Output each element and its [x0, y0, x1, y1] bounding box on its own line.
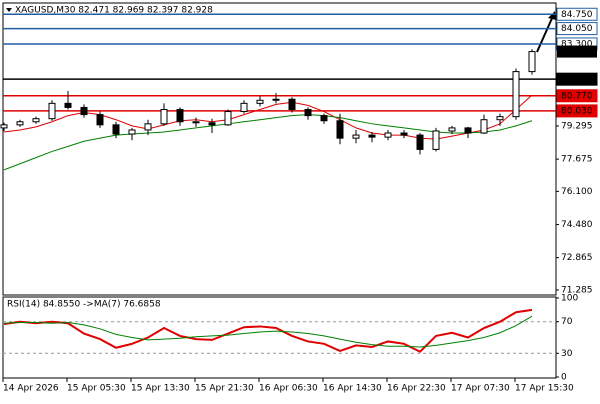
- level-label: 80.770: [561, 91, 593, 101]
- candle-body: [160, 108, 168, 125]
- candle-body: [416, 134, 424, 150]
- level-label-box: [556, 89, 598, 103]
- candle-body: [384, 132, 392, 138]
- candle-body: [192, 121, 200, 124]
- level-label-box: [556, 104, 598, 118]
- candle-body: [464, 127, 472, 134]
- y-tick-label: 72.865: [561, 253, 593, 263]
- candle-body: [80, 106, 88, 116]
- rsi-title: RSI(14) 84.8550 ->MA(7) 76.6858: [7, 300, 161, 310]
- x-tick-label: 16 Apr 22:30: [387, 384, 446, 394]
- candle-body: [256, 99, 264, 104]
- x-tick-label: 16 Apr 14:30: [323, 384, 382, 394]
- y-tick-label: 100: [561, 294, 578, 304]
- ma-line: [3, 114, 533, 171]
- y-tick-label: 71.285: [561, 285, 593, 295]
- candle-body: [272, 98, 280, 101]
- y-tick-label: 76.100: [561, 187, 593, 197]
- candle-body: [240, 102, 248, 113]
- candle-body: [320, 115, 328, 122]
- candle-body: [96, 114, 104, 126]
- y-tick-label: 77.675: [561, 155, 593, 165]
- level-label: 84.750: [561, 10, 593, 20]
- menu-arrow: [6, 8, 12, 12]
- candle-body: [432, 130, 440, 150]
- candle-body: [400, 132, 408, 136]
- chart-title: XAGUSD,M30 82.471 82.969 82.397 82.928: [15, 6, 213, 16]
- ma-line: [3, 94, 533, 140]
- y-tick-label: 0: [561, 373, 567, 383]
- rsi-frame: [2, 296, 557, 379]
- last-price: 82.928: [561, 47, 593, 57]
- last-price-box: [557, 45, 597, 58]
- x-tick-label: 16 Apr 06:30: [259, 384, 318, 394]
- candle-body: [448, 127, 456, 132]
- candle-body: [16, 121, 24, 126]
- candle-body: [0, 124, 8, 129]
- candle-body: [496, 116, 504, 121]
- x-tick-label: 17 Apr 07:30: [451, 384, 510, 394]
- ma-line: [3, 308, 533, 353]
- candle-body: [128, 129, 136, 135]
- candle-body: [528, 51, 536, 73]
- price-frame: [2, 2, 557, 296]
- level-label: 80.030: [561, 106, 593, 116]
- level-label: 83.300: [561, 39, 593, 49]
- y-tick-label: 30: [561, 349, 573, 359]
- candle-body: [224, 111, 232, 126]
- level-label-box: [556, 22, 598, 36]
- candle-body: [336, 120, 344, 139]
- candle-body: [64, 102, 72, 108]
- arrow: [536, 15, 554, 53]
- y-tick-label: 74.480: [561, 220, 593, 230]
- candle-body: [176, 108, 184, 123]
- x-tick-label: 17 Apr 15:30: [515, 384, 574, 394]
- x-tick-label: 14 Apr 2026: [3, 384, 59, 394]
- candle-body: [144, 123, 152, 131]
- ma-line: [3, 315, 533, 348]
- candle-body: [32, 118, 40, 123]
- level-label: 81.580: [561, 75, 593, 85]
- candle-body: [512, 71, 520, 118]
- x-tick-label: 15 Apr 13:30: [131, 384, 190, 394]
- candle-body: [352, 134, 360, 139]
- level-label-box: [556, 7, 598, 21]
- level-label-box: [556, 72, 598, 86]
- y-tick-label: 70: [561, 317, 573, 327]
- candle-body: [368, 134, 376, 138]
- y-tick-label: 79.295: [561, 121, 593, 131]
- candle-body: [208, 122, 216, 126]
- candle-body: [304, 108, 312, 117]
- candle-body: [48, 102, 56, 120]
- candle-body: [112, 124, 120, 135]
- x-tick-label: 15 Apr 05:30: [67, 384, 126, 394]
- candle-body: [288, 98, 296, 110]
- x-tick-label: 15 Apr 21:30: [195, 384, 254, 394]
- arrow-head: [548, 11, 556, 20]
- level-label: 84.050: [561, 24, 593, 34]
- candle-body: [480, 119, 488, 134]
